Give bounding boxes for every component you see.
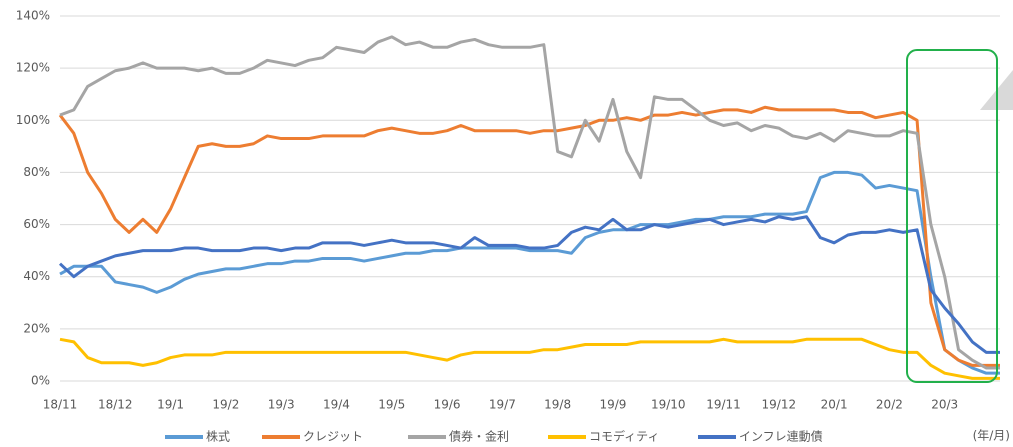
x-tick-label: 19/12	[762, 398, 797, 412]
x-tick-label: 19/1	[157, 398, 184, 412]
legend: 株式 クレジット 債券・金利 コモディティ インフレ連動債	[165, 429, 823, 444]
series-line	[58, 215, 1000, 354]
x-tick-label: 20/2	[876, 398, 903, 412]
x-tick-label: 19/8	[544, 398, 571, 412]
x-tick-label: 19/4	[323, 398, 350, 412]
x-tick-label: 20/3	[931, 398, 958, 412]
lines	[58, 35, 1000, 380]
series-line	[59, 170, 1000, 375]
x-tick-label: 19/3	[268, 398, 295, 412]
x-tick-label: 19/7	[489, 398, 516, 412]
series-line	[59, 337, 1000, 380]
x-tick-label: 19/2	[212, 398, 239, 412]
series-line	[58, 105, 1000, 367]
x-tick-label: 19/10	[651, 398, 686, 412]
y-tick-label: 100%	[16, 113, 50, 127]
x-tick-label: 19/6	[434, 398, 461, 412]
x-tick-label: 19/5	[378, 398, 405, 412]
x-tick-label: 20/1	[821, 398, 848, 412]
series-line	[59, 35, 1000, 370]
legend-label: コモディティ	[589, 429, 659, 444]
y-tick-label: 0%	[31, 374, 50, 388]
x-tick-label: 18/11	[43, 398, 78, 412]
highlight-box	[906, 49, 998, 383]
x-tick-label: 18/12	[98, 398, 133, 412]
legend-label: 株式	[206, 429, 230, 444]
y-tick-label: 120%	[16, 61, 50, 75]
y-tick-label: 80%	[23, 165, 50, 179]
y-tick-label: 40%	[23, 269, 50, 283]
y-tick-label: 140%	[16, 9, 50, 23]
y-tick-label: 20%	[23, 321, 50, 335]
grid: 0% 20% 40% 60% 80% 100% 120% 140% 18/11 18/12 19/1…	[16, 9, 1000, 412]
legend-label: 債券・金利	[449, 429, 509, 444]
x-axis-label: (年/月)	[973, 429, 1010, 443]
legend-label: クレジット	[303, 430, 363, 444]
x-tick-label: 19/11	[706, 398, 741, 412]
legend-label: インフレ連動債	[739, 429, 823, 444]
x-tick-label: 19/9	[599, 398, 626, 412]
y-tick-label: 60%	[23, 217, 50, 231]
